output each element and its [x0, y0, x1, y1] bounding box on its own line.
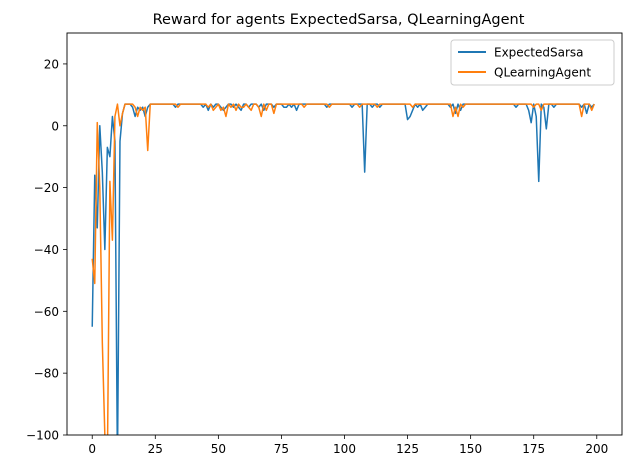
y-tick-label: −100: [26, 429, 59, 443]
y-tick-label: 0: [51, 119, 59, 133]
x-tick-label: 25: [148, 442, 163, 456]
series-layer: [91, 103, 595, 435]
y-tick-label: −20: [34, 181, 59, 195]
series-line-qlearningagent: [91, 103, 595, 435]
y-tick-label: 20: [44, 57, 59, 71]
legend: ExpectedSarsa QLearningAgent: [450, 39, 615, 86]
y-tick-label: −60: [34, 305, 59, 319]
x-tick-label: 175: [522, 442, 545, 456]
chart-title: Reward for agents ExpectedSarsa, QLearni…: [153, 12, 525, 28]
x-tick-label: 150: [459, 442, 482, 456]
x-axis: 0 25 50 75 100 125 150 175 200: [88, 435, 608, 456]
x-tick-label: 75: [274, 442, 289, 456]
y-tick-label: −40: [34, 243, 59, 257]
x-tick-label: 0: [88, 442, 96, 456]
x-tick-label: 100: [333, 442, 356, 456]
y-axis: −100 −80 −60 −40 −20 0 20: [26, 57, 67, 443]
x-tick-label: 125: [396, 442, 419, 456]
x-tick-label: 200: [585, 442, 608, 456]
y-tick-label: −80: [34, 367, 59, 381]
legend-box: [450, 39, 615, 86]
x-tick-label: 50: [211, 442, 226, 456]
legend-label-expectedsarsa: ExpectedSarsa: [494, 46, 584, 60]
legend-label-qlearningagent: QLearningAgent: [494, 66, 591, 80]
